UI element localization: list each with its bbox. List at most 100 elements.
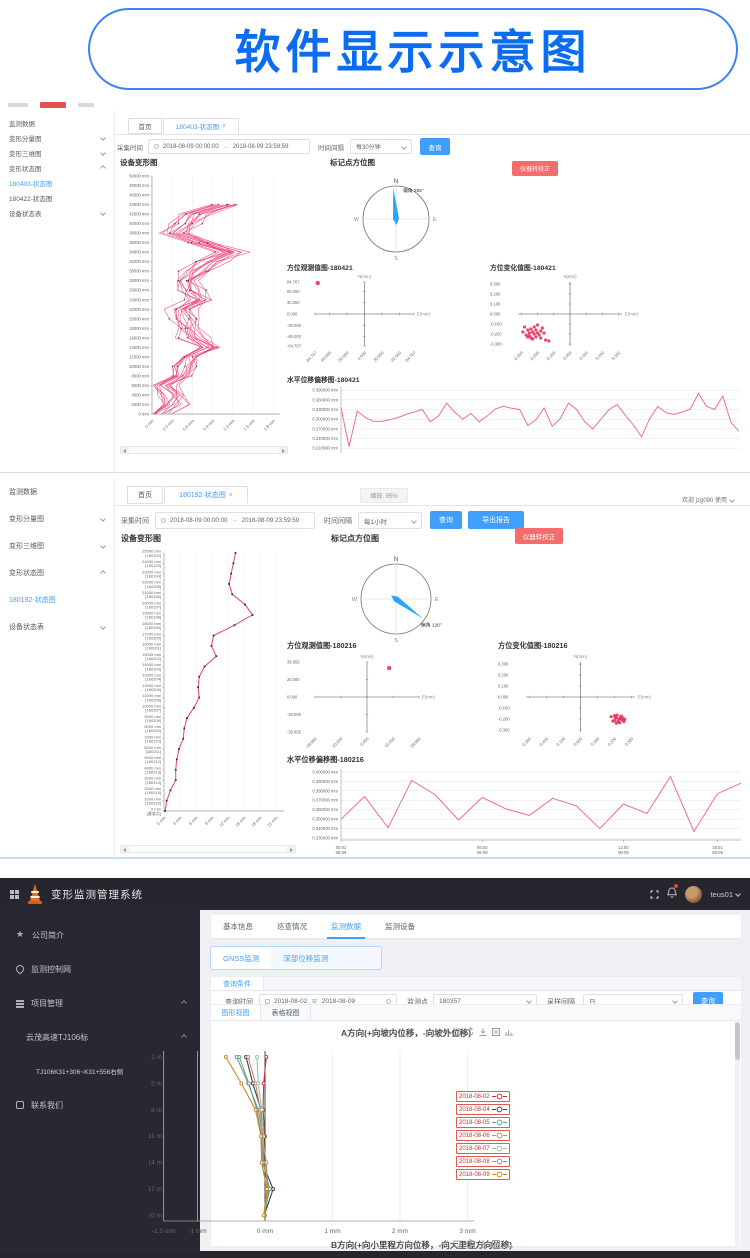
query-button[interactable]: 查询 [420,138,450,155]
zoom-select-icon[interactable] [452,1239,462,1249]
sidebar-item[interactable]: 变形分量图 [0,505,114,532]
sidebar-item[interactable]: 监测数据 [9,120,35,128]
legend-item[interactable]: 2018-08-09 [456,1169,510,1180]
time-range-input[interactable]: 2018-08-09 00:00:00 → 2018-08-09 23:59:59 [155,512,315,529]
legend-item[interactable]: 2018-08-06 [456,1130,510,1141]
legend-item[interactable]: 2018-08-05 [456,1117,510,1128]
sidebar-item[interactable]: 变形三维图 [0,145,114,160]
tab-status-active[interactable]: 180403-状态图 × [163,118,239,134]
tab-home[interactable]: 首页 [128,118,162,134]
refresh-icon[interactable] [465,1027,475,1037]
query-button[interactable]: 查询 [430,511,462,529]
sidebar-item[interactable]: 180192-状态图 [9,596,56,604]
bar-switch-icon[interactable] [504,1027,514,1037]
zoom-select-icon[interactable] [452,1027,462,1037]
save-image-icon[interactable] [478,1239,488,1249]
time-range-label: 采集时间 [117,145,143,152]
svg-text:0.300: 0.300 [611,350,622,361]
scrollbar-thumb[interactable] [735,1022,740,1060]
svg-text:0.360000 mm: 0.360000 mm [312,807,338,812]
svg-text:0.210000 mm: 0.210000 mm [312,446,338,451]
monitor-type-tab[interactable]: GNSS监测 [211,947,272,969]
scroll-left-arrow[interactable] [121,846,129,852]
svg-text:19000 mm: 19000 mm [142,611,162,616]
data-view-icon[interactable] [491,1027,501,1037]
sidebar-item[interactable]: TJ106K31+306~K31+556右侧 [36,1069,124,1076]
svg-text:18 mm: 18 mm [250,815,263,828]
query-panel-tab[interactable]: 查询条件 [211,977,264,990]
legend-item[interactable]: 2018-08-08 [456,1156,510,1167]
scroll-right-arrow[interactable] [287,846,295,852]
calibrate-button[interactable]: 仪器转校正 [512,161,558,176]
fullscreen-icon[interactable] [650,889,660,899]
sidebar-item[interactable]: 监测控制网 [0,952,200,986]
main-tab[interactable]: 监测数据 [319,915,373,939]
view-tab[interactable]: 图形视图 [211,1005,261,1020]
vertical-scrollbar[interactable] [735,1022,740,1247]
bar-switch-icon[interactable] [504,1239,514,1249]
tab-status-active[interactable]: 180192-状态图 × [164,486,248,504]
user-menu[interactable]: teus01 [710,890,741,899]
save-image-icon[interactable] [478,1027,488,1037]
sidebar-item[interactable]: 联系我们 [0,1088,200,1122]
sidebar-item[interactable]: 变形三维图 [0,532,114,559]
apps-grid-icon[interactable] [10,889,19,899]
svg-text:[180197]: [180197] [145,604,161,609]
svg-text:1000 mm: 1000 mm [144,796,161,801]
tab-home[interactable]: 首页 [127,486,163,504]
sidebar-item[interactable]: 180403-状态图 [9,180,53,188]
data-view-icon[interactable] [491,1239,501,1249]
restore-icon[interactable] [439,1239,449,1249]
legend-item[interactable]: 2018-08-02 [456,1091,510,1102]
welcome-user[interactable]: 欢迎 jzg090 使用 [682,495,735,504]
main-tab[interactable]: 基本信息 [223,922,253,931]
interval-select[interactable]: 每1小时 [358,512,422,529]
sidebar-item[interactable]: 公司简介 [0,918,200,952]
notifications-bell-icon[interactable] [666,884,679,903]
scroll-right-arrow[interactable] [279,447,287,453]
svg-text:[180205]: [180205] [145,687,161,692]
legend-item[interactable]: 2018-08-07 [456,1143,510,1154]
svg-text:N(mm): N(mm) [574,654,588,659]
sidebar-item[interactable]: 监测数据 [9,488,37,496]
legend-item[interactable]: 2018-08-04 [456,1104,510,1115]
interval-label: 时间间隔 [318,145,344,152]
svg-text:0.300: 0.300 [624,736,635,747]
svg-text:20000 mm: 20000 mm [142,600,162,605]
scroll-left-arrow[interactable] [121,447,129,453]
sidebar-item[interactable]: 设备状态表 [0,205,114,220]
svg-text:16:01: 16:01 [712,845,723,850]
sidebar-item[interactable]: 设备状态表 [0,613,114,640]
sidebar-item[interactable]: 180422-状态图 [9,195,53,203]
calibrate-button[interactable]: 仪器转校正 [515,528,563,544]
sidebar-item[interactable]: 变形状态图 [0,160,114,175]
main-tab[interactable]: 巡查情况 [277,922,307,931]
svg-text:-84.767: -84.767 [287,344,302,349]
monitor-type-tab[interactable]: 深部位移监测 [283,953,329,963]
horizontal-scrollbar[interactable] [120,446,288,454]
close-icon[interactable]: × [228,491,233,499]
svg-text:39.855: 39.855 [287,660,300,665]
sidebar-item[interactable]: 项目管理 [0,986,200,1020]
interval-select[interactable]: 每30分钟 [350,139,412,154]
svg-text:[180204]: [180204] [145,677,161,682]
view-tab[interactable]: 表格视图 [261,1005,311,1020]
horizontal-scrollbar[interactable] [120,845,296,853]
svg-text:32000 mm: 32000 mm [129,259,149,264]
sidebar-item[interactable]: 云茂高速TJ106标 [0,1020,200,1054]
time-range-input[interactable]: 2018-08-09 00:00:00 → 2018-08-09 23:59:59 [148,139,310,154]
svg-text:17000 mm: 17000 mm [142,631,162,636]
sidebar-item[interactable]: 变形状态图 [0,559,114,586]
refresh-icon[interactable] [465,1239,475,1249]
interval-label: 采样间隔 [547,999,575,1006]
svg-text:23000 mm: 23000 mm [142,569,162,574]
avatar[interactable] [685,885,703,903]
svg-text:-1 mm: -1 mm [188,1228,206,1235]
export-report-button[interactable]: 导出报告 [468,511,524,529]
svg-text:24000 mm: 24000 mm [129,297,149,302]
restore-icon[interactable] [439,1027,449,1037]
main-tab[interactable]: 监测设备 [385,922,415,931]
close-icon[interactable]: × [222,122,227,130]
svg-text:0.300000 mm: 0.300000 mm [312,417,338,422]
sidebar-item[interactable]: 变形分量图 [0,130,114,145]
